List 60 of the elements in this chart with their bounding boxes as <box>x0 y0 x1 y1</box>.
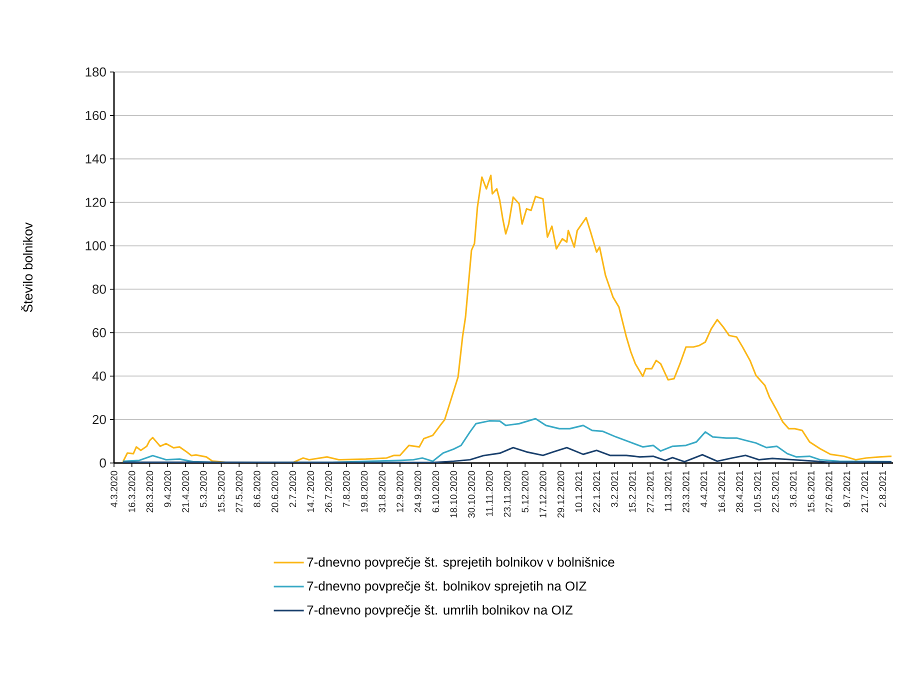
x-tick-label: 21.7.2021 <box>861 471 868 512</box>
legend-label: 7-dnevno povprečje št. sprejetih bolnikov v bolnišnice <box>307 557 614 570</box>
x-tick-label: 31.8.2020 <box>378 470 386 512</box>
line-series <box>122 174 892 463</box>
x-tick-label: 10.5.2021 <box>754 471 761 512</box>
x-tick-label: 10.1.2021 <box>575 471 582 512</box>
line-series <box>122 446 892 463</box>
x-tick-label: 3.2.2021 <box>611 471 618 508</box>
x-tick-label: 3.6.2021 <box>790 471 797 508</box>
x-tick-label: 23.3.2021 <box>682 471 690 512</box>
x-tick-label: 15.5.2020 <box>218 470 225 512</box>
y-tick-label: 20 <box>92 414 106 424</box>
y-tick-label: 120 <box>86 198 106 207</box>
y-tick-label: 180 <box>86 67 106 77</box>
x-tick-label: 15.2.2021 <box>628 471 636 512</box>
x-tick-label: 18.10.2020 <box>450 470 457 518</box>
y-tick-label: 140 <box>86 154 106 164</box>
x-tick-label: 12.9.2020 <box>396 470 404 512</box>
x-tick-label: 11.3.2021 <box>664 471 672 512</box>
legend-label: 7-dnevno povprečje št. bolnikov sprejetih na OIZ <box>307 581 586 594</box>
x-tick-label: 24.9.2020 <box>414 470 422 512</box>
x-tick-label: 15.6.2021 <box>808 471 814 512</box>
x-tick-label: 6.10.2020 <box>432 470 440 512</box>
y-tick-label: 60 <box>92 328 106 338</box>
x-tick-label: 21.4.2020 <box>182 470 189 512</box>
x-tick-label: 4.4.2021 <box>700 471 708 508</box>
x-tick-label: 5.3.2020 <box>200 470 207 508</box>
x-tick-label: 20.6.2020 <box>272 470 278 512</box>
x-tick-label: 9.7.2021 <box>843 471 850 508</box>
x-tick-label: 29.12.2020 <box>557 470 564 518</box>
x-tick-label: 26.7.2020 <box>325 470 332 512</box>
y-axis-title: Število bolnikov <box>21 222 33 312</box>
y-tick-label: 80 <box>92 284 106 294</box>
x-tick-label: 27.6.2021 <box>826 471 832 512</box>
x-tick-label: 11.11.2020 <box>486 470 493 516</box>
x-tick-label: 9.4.2020 <box>164 470 171 508</box>
x-tick-label: 4.3.2020 <box>110 470 118 508</box>
y-tick-label: 160 <box>86 110 106 120</box>
legend-label: 7-dnevno povprečje št. umrlih bolnikov na OIZ <box>307 605 573 618</box>
x-tick-label: 16.3.2020 <box>128 470 136 512</box>
x-tick-label: 30.10.2020 <box>468 470 475 518</box>
x-tick-label: 16.4.2021 <box>718 471 726 512</box>
x-tick-label: 19.8.2020 <box>360 470 368 512</box>
y-tick-label: 0 <box>100 458 106 468</box>
x-tick-label: 2.7.2020 <box>289 470 296 508</box>
x-tick-label: 7.8.2020 <box>343 470 350 508</box>
x-tick-label: 8.6.2020 <box>254 470 260 508</box>
x-tick-label: 28.4.2021 <box>736 471 743 512</box>
x-tick-label: 17.12.2020 <box>540 470 546 518</box>
x-tick-label: 5.12.2020 <box>522 470 528 512</box>
x-tick-label: 27.5.2020 <box>236 470 242 512</box>
x-tick-label: 22.1.2021 <box>593 471 600 512</box>
y-tick-label: 100 <box>86 241 106 250</box>
y-tick-label: 40 <box>92 372 106 381</box>
x-tick-label: 22.5.2021 <box>772 471 779 512</box>
x-tick-label: 14.7.2020 <box>307 470 314 512</box>
x-tick-label: 28.3.2020 <box>146 470 154 512</box>
x-tick-label: 23.11.2020 <box>504 470 511 517</box>
x-tick-label: 2.8.2021 <box>879 471 886 508</box>
x-tick-label: 27.2.2021 <box>646 471 654 512</box>
